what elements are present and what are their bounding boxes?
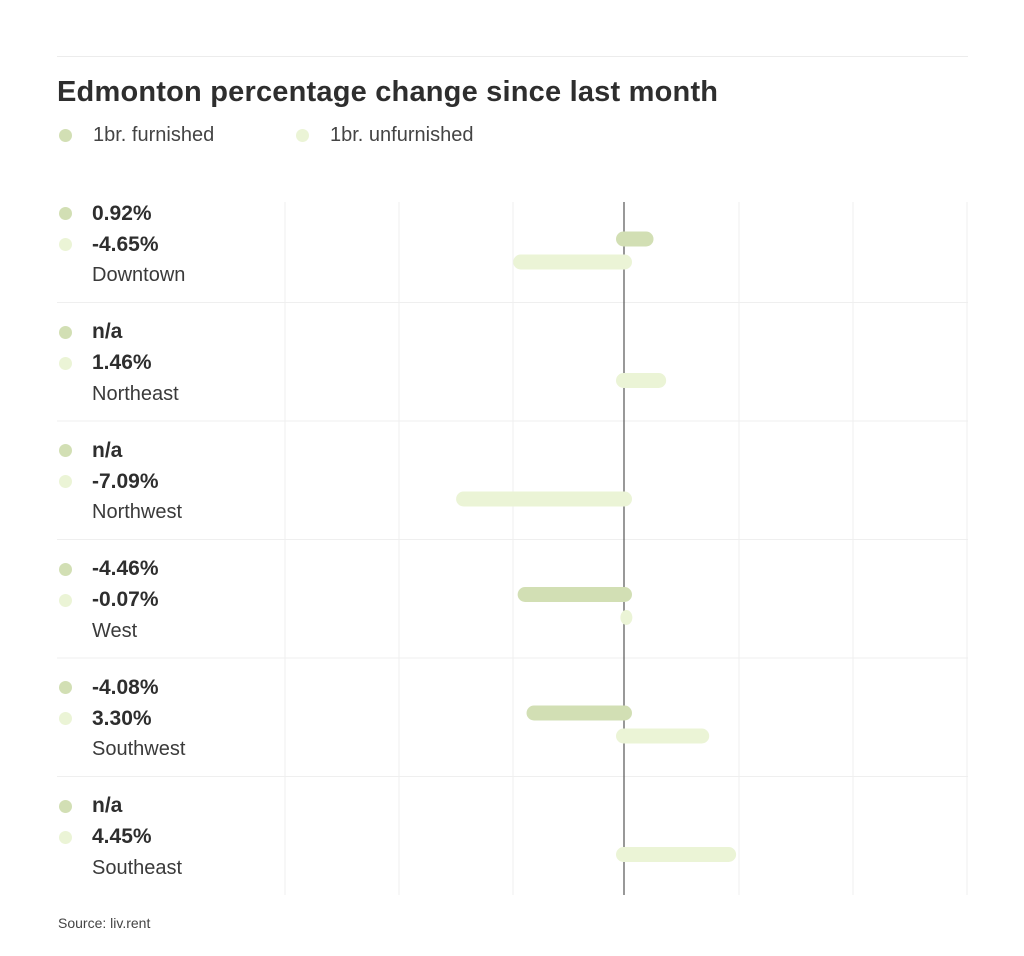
series-dot-unfurnished [59,356,72,370]
data-label-furnished: n/a [92,794,123,817]
legend-swatch-furnished [59,129,72,142]
category-label: Northeast [92,382,179,405]
series-dot-furnished [59,681,72,694]
bar-furnished-west [517,587,632,602]
row-southwest: -4.08% 3.30% Southwest [59,672,185,765]
data-label-unfurnished: -0.07% [92,588,159,611]
data-label-furnished: n/a [92,438,123,462]
series-dot-furnished [59,799,72,813]
data-label-furnished: -4.08% [92,675,159,699]
bar-unfurnished-northeast [616,373,667,388]
series-dot-furnished [59,207,72,220]
legend-item-unfurnished: 1br. unfurnished [296,124,473,147]
series-dot-unfurnished [59,238,72,251]
row-northeast: n/a 1.46% Northeast [59,317,179,410]
data-label-furnished: 0.92% [92,201,152,225]
series-dot-furnished [59,562,72,576]
category-label: Downtown [92,264,186,286]
value-line-unfurnished: 3.30% [59,703,185,734]
value-line-furnished: n/a [59,317,179,348]
bar-furnished-southwest [526,705,632,721]
bar-unfurnished-southeast [616,847,737,862]
value-line-furnished: 0.92% [59,198,185,229]
data-label-furnished: -4.46% [92,557,159,580]
series-dot-unfurnished [59,712,72,725]
chart-title: Edmonton percentage change since last mo… [57,76,719,108]
row-west: -4.46% -0.07% West [59,554,159,647]
data-label-unfurnished: 4.45% [92,825,152,848]
data-label-unfurnished: -4.65% [92,232,159,256]
bar-unfurnished-downtown [513,254,632,270]
category-label: West [92,619,138,642]
top-divider [57,56,968,57]
value-line-unfurnished: -0.07% [59,585,159,616]
series-dot-furnished [59,444,72,457]
value-line-furnished: -4.46% [59,554,159,585]
data-label-unfurnished: 3.30% [92,706,152,730]
data-label-unfurnished: 1.46% [92,351,152,374]
value-line-unfurnished: -4.65% [59,229,185,260]
value-line-unfurnished: -7.09% [59,466,182,497]
value-line-furnished: -4.08% [59,672,185,703]
source-note: Source: liv.rent [58,915,151,931]
row-southeast: n/a 4.45% Southeast [59,791,182,884]
legend-label-unfurnished: 1br. unfurnished [330,124,474,146]
category-label: Southeast [92,856,183,879]
legend-swatch-unfurnished [296,129,309,142]
data-label-furnished: n/a [92,320,123,343]
series-dot-unfurnished [59,475,72,488]
bar-unfurnished-southwest [616,728,710,744]
legend-label-furnished: 1br. furnished [93,124,215,146]
series-dot-unfurnished [59,830,72,844]
row-downtown: 0.92% -4.65% Downtown [59,198,185,291]
series-dot-unfurnished [59,593,72,607]
legend-item-furnished: 1br. furnished [59,124,214,147]
series-dot-furnished [59,325,72,339]
value-line-unfurnished: 4.45% [59,822,182,853]
value-line-furnished: n/a [59,435,182,466]
category-label: Southwest [92,738,186,760]
bar-unfurnished-northwest [456,491,632,507]
row-northwest: n/a -7.09% Northwest [59,435,182,528]
data-label-unfurnished: -7.09% [92,469,159,493]
value-line-unfurnished: 1.46% [59,348,179,379]
category-label: Northwest [92,501,183,523]
bar-furnished-downtown [616,231,654,247]
value-line-furnished: n/a [59,791,182,822]
bar-unfurnished-west [620,610,633,625]
